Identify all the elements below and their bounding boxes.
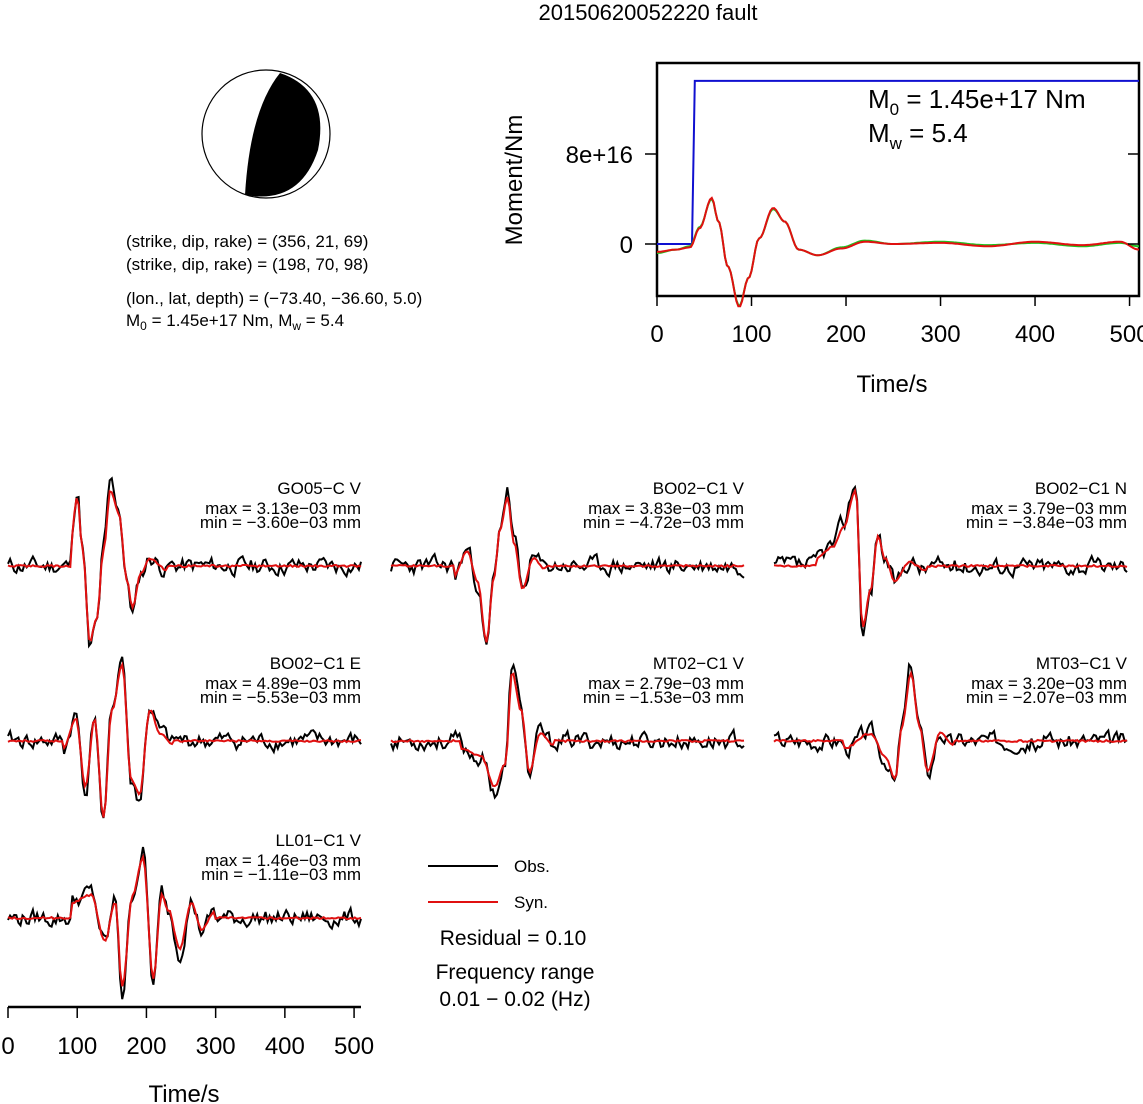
moment-ylabel: Moment/Nm bbox=[501, 115, 528, 246]
waveform-xtick-label: 500 bbox=[334, 1033, 374, 1060]
waveform-xtick-label: 100 bbox=[57, 1033, 97, 1060]
synthetic-trace bbox=[7, 853, 362, 987]
station-name: MT03−C1 V bbox=[1036, 654, 1128, 673]
moment-annotation-m0: M0 = 1.45e+17 Nm bbox=[868, 84, 1086, 119]
observed-trace bbox=[390, 487, 745, 645]
synthetic-trace bbox=[390, 672, 745, 788]
station-name: BO02−C1 N bbox=[1035, 479, 1127, 498]
station-max: max = 4.89e−03 mm bbox=[205, 674, 361, 693]
observed-trace bbox=[773, 484, 1128, 637]
waveform-xtick-label: 400 bbox=[265, 1033, 305, 1060]
observed-trace bbox=[7, 476, 362, 649]
waveform-xtick-label: 0 bbox=[1, 1033, 14, 1060]
waveform-xtick-label: 200 bbox=[126, 1033, 166, 1060]
observed-trace bbox=[773, 661, 1128, 783]
synthetic-trace bbox=[7, 489, 362, 642]
moment-series-0 bbox=[657, 79, 1139, 245]
hypocenter: (lon., lat, depth) = (−73.40, −36.60, 5.… bbox=[126, 289, 422, 308]
nodal-plane-1: (strike, dip, rake) = (356, 21, 69) bbox=[126, 232, 368, 251]
synthetic-trace bbox=[773, 487, 1128, 628]
moment-annotation-mw: Mw = 5.4 bbox=[868, 118, 968, 153]
legend-syn-label: Syn. bbox=[514, 893, 548, 912]
station-name: MT02−C1 V bbox=[653, 654, 745, 673]
waveform-xtick-label: 300 bbox=[196, 1033, 236, 1060]
figure-title: 20150620052220 fault bbox=[539, 0, 758, 25]
waveform-xlabel: Time/s bbox=[148, 1081, 219, 1104]
moment-xtick-label: 400 bbox=[1015, 321, 1055, 348]
nodal-plane-2: (strike, dip, rake) = (198, 70, 98) bbox=[126, 255, 368, 274]
observed-trace bbox=[390, 662, 745, 800]
moment-xtick-label: 500 bbox=[1110, 321, 1143, 348]
moment-xtick-label: 100 bbox=[731, 321, 771, 348]
station-name: BO02−C1 V bbox=[653, 479, 745, 498]
waveform-time-axis: 0 100 200 300 400 500 bbox=[1, 1005, 374, 1060]
residual-text: Residual = 0.10 bbox=[440, 927, 587, 950]
moment-xtick-label: 200 bbox=[826, 321, 866, 348]
station-min: min = −3.60e−03 mm bbox=[200, 513, 361, 532]
station-max: max = 3.13e−03 mm bbox=[205, 499, 361, 518]
station-name: BO02−C1 E bbox=[270, 654, 361, 673]
legend: Obs. Syn. Residual = 0.10 Frequency rang… bbox=[428, 857, 594, 1011]
frequency-value: 0.01 − 0.02 (Hz) bbox=[439, 988, 590, 1011]
synthetic-trace bbox=[773, 670, 1128, 781]
beachball-compressional-quadrant bbox=[245, 73, 321, 197]
moment-xtick-label: 300 bbox=[921, 321, 961, 348]
station-max: max = 1.46e−03 mm bbox=[205, 851, 361, 870]
moment-series-2 bbox=[656, 196, 1140, 308]
station-max: max = 2.79e−03 mm bbox=[588, 674, 744, 693]
station-min: min = −3.84e−03 mm bbox=[966, 513, 1127, 532]
moment-xlabel: Time/s bbox=[856, 371, 927, 398]
moment-ytick-label: 8e+16 bbox=[566, 142, 633, 169]
moment-ytick-label: 0 bbox=[620, 232, 633, 259]
beachball bbox=[201, 69, 331, 199]
station-name: GO05−C V bbox=[277, 479, 361, 498]
station-name: LL01−C1 V bbox=[275, 831, 361, 850]
station-min: min = −1.11e−03 mm bbox=[201, 865, 361, 884]
mechanism-info: (strike, dip, rake) = (356, 21, 69) (str… bbox=[126, 232, 422, 333]
station-max: max = 3.20e−03 mm bbox=[971, 674, 1127, 693]
station-max: max = 3.83e−03 mm bbox=[588, 499, 744, 518]
legend-obs-label: Obs. bbox=[514, 857, 550, 876]
frequency-title: Frequency range bbox=[436, 961, 595, 984]
magnitude-line: M0 = 1.45e+17 Nm, Mw = 5.4 bbox=[126, 311, 344, 333]
station-min: min = −4.72e−03 mm bbox=[583, 513, 744, 532]
moment-series-1 bbox=[656, 197, 1140, 307]
moment-xtick-label: 0 bbox=[650, 321, 663, 348]
station-max: max = 3.79e−03 mm bbox=[971, 499, 1127, 518]
observed-trace bbox=[7, 846, 362, 1000]
station-min: min = −2.07e−03 mm bbox=[966, 688, 1127, 707]
synthetic-trace bbox=[390, 496, 745, 643]
moment-plot-frame bbox=[655, 61, 1141, 298]
synthetic-trace bbox=[7, 661, 362, 818]
station-min: min = −1.53e−03 mm bbox=[583, 688, 744, 707]
station-min: min = −5.53e−03 mm bbox=[200, 688, 361, 707]
